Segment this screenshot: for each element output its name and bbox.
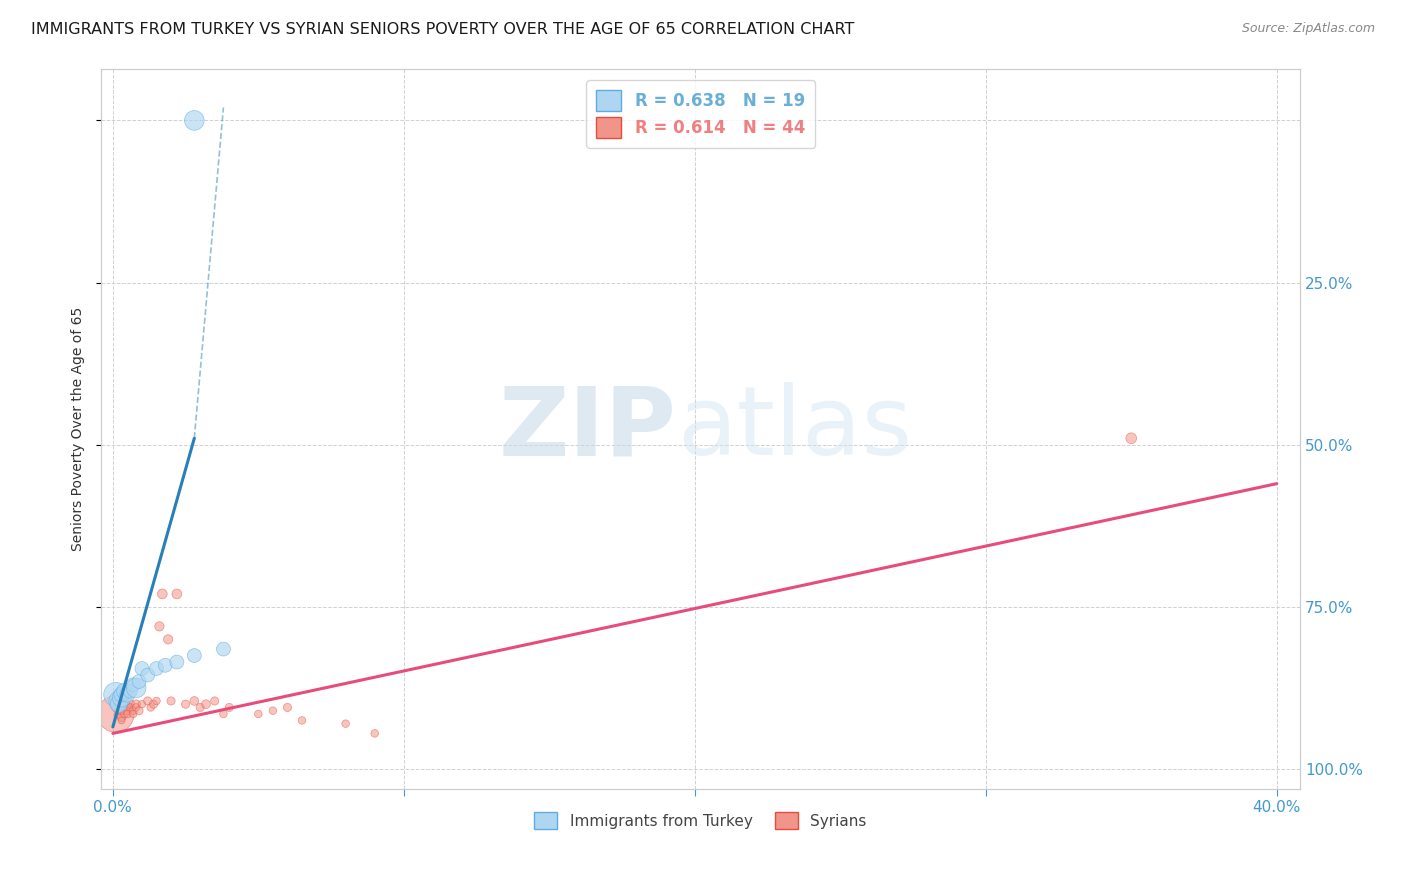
Point	[110, 704, 132, 718]
Y-axis label: Seniors Poverty Over the Age of 65: Seniors Poverty Over the Age of 65	[72, 306, 86, 550]
Point	[110, 710, 132, 724]
Point	[114, 706, 136, 721]
Point	[125, 697, 148, 711]
Point	[145, 694, 167, 708]
Point	[183, 648, 205, 663]
Point	[136, 694, 159, 708]
Text: atlas: atlas	[676, 382, 911, 475]
Point	[1121, 431, 1143, 445]
Point	[117, 688, 139, 702]
Point	[212, 706, 235, 721]
Point	[110, 690, 132, 705]
Point	[107, 704, 129, 718]
Text: Source: ZipAtlas.com: Source: ZipAtlas.com	[1241, 22, 1375, 36]
Point	[110, 714, 132, 728]
Point	[114, 684, 136, 698]
Point	[107, 694, 129, 708]
Point	[122, 706, 145, 721]
Point	[218, 700, 240, 714]
Point	[291, 714, 314, 728]
Point	[120, 684, 142, 698]
Point	[104, 688, 127, 702]
Point	[131, 661, 153, 675]
Point	[117, 706, 139, 721]
Point	[104, 700, 127, 714]
Point	[166, 655, 188, 669]
Point	[204, 694, 226, 708]
Point	[114, 697, 136, 711]
Point	[125, 681, 148, 695]
Point	[128, 674, 150, 689]
Point	[160, 694, 183, 708]
Point	[148, 619, 170, 633]
Point	[155, 658, 177, 673]
Point	[120, 697, 142, 711]
Point	[174, 697, 197, 711]
Point	[157, 632, 180, 647]
Point	[104, 706, 127, 721]
Point	[131, 697, 153, 711]
Point	[276, 700, 298, 714]
Point	[194, 697, 217, 711]
Point	[188, 700, 211, 714]
Point	[125, 700, 148, 714]
Point	[122, 704, 145, 718]
Point	[107, 706, 129, 721]
Point	[122, 678, 145, 692]
Point	[150, 587, 173, 601]
Point	[136, 668, 159, 682]
Text: IMMIGRANTS FROM TURKEY VS SYRIAN SENIORS POVERTY OVER THE AGE OF 65 CORRELATION : IMMIGRANTS FROM TURKEY VS SYRIAN SENIORS…	[31, 22, 855, 37]
Point	[120, 700, 142, 714]
Point	[107, 697, 129, 711]
Point	[107, 697, 129, 711]
Point	[139, 700, 162, 714]
Point	[128, 704, 150, 718]
Point	[262, 704, 284, 718]
Point	[110, 688, 132, 702]
Point	[212, 642, 235, 657]
Point	[183, 694, 205, 708]
Point	[183, 113, 205, 128]
Text: ZIP: ZIP	[499, 382, 676, 475]
Legend: Immigrants from Turkey, Syrians: Immigrants from Turkey, Syrians	[529, 806, 873, 835]
Point	[247, 706, 270, 721]
Point	[142, 697, 165, 711]
Point	[335, 716, 357, 731]
Point	[117, 700, 139, 714]
Point	[364, 726, 387, 740]
Point	[166, 587, 188, 601]
Point	[117, 704, 139, 718]
Point	[145, 661, 167, 675]
